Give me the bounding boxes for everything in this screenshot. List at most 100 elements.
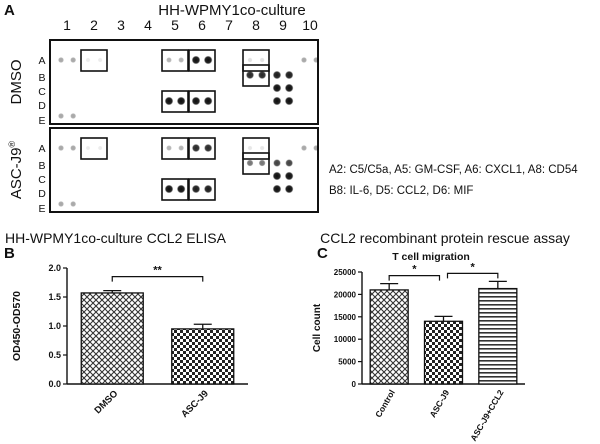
- spot-A1: [58, 57, 64, 63]
- spot-D5: [176, 96, 186, 106]
- blot-ascj9-spots: [58, 143, 320, 207]
- blot-dmso-boxes: [80, 49, 270, 113]
- spot-D6: [203, 184, 213, 194]
- spot-A2: [85, 145, 91, 151]
- spot-A6: [191, 55, 201, 65]
- blot-ascj9-frame: [49, 127, 319, 213]
- column-label-8: 8: [252, 17, 260, 33]
- highlight-box-A2: [80, 49, 108, 72]
- y-tick-label: 10000: [334, 335, 357, 344]
- row-label-A: A: [38, 143, 45, 155]
- spot-A8: [259, 57, 265, 63]
- y-tick-label: 25000: [334, 268, 357, 277]
- spot-A8: [247, 145, 253, 151]
- x-tick-label: ASC-J9: [179, 388, 211, 420]
- spot-A10: [313, 145, 320, 151]
- spot-C9: [272, 171, 282, 181]
- blot-ascj9-condition: ASC-J9®: [7, 140, 25, 199]
- column-label-10: 10: [302, 17, 318, 33]
- significance-label: *: [471, 261, 476, 273]
- spot-E1: [70, 201, 77, 207]
- bar-asc-j9: [423, 320, 464, 385]
- spot-B9: [284, 70, 294, 80]
- row-label-B: B: [38, 160, 45, 172]
- column-label-5: 5: [171, 17, 179, 33]
- row-label-B: B: [38, 72, 45, 84]
- spot-D6: [191, 96, 201, 106]
- spot-A10: [313, 57, 320, 63]
- spot-B9: [272, 70, 282, 80]
- spot-A6: [204, 143, 213, 153]
- panel-a-label: A: [4, 2, 15, 19]
- highlight-box-A6: [188, 49, 216, 72]
- spot-A5: [166, 145, 172, 151]
- spot-C9: [284, 83, 294, 93]
- highlight-box-D6: [188, 178, 216, 201]
- column-label-2: 2: [90, 17, 98, 33]
- spot-D9: [272, 184, 282, 194]
- highlight-box-A2: [80, 137, 108, 160]
- highlight-box-A8: [242, 137, 270, 160]
- spot-B8: [258, 159, 266, 167]
- y-tick-label: 15000: [334, 313, 357, 322]
- column-label-3: 3: [117, 17, 125, 33]
- spot-E1: [70, 113, 77, 119]
- chart-c: 0 5000 10000 15000 20000 25000 Cell count Contr…: [312, 261, 525, 443]
- spot-E1: [58, 113, 64, 119]
- spot-B8: [246, 159, 254, 167]
- legend-line-2: B8: IL-6, D5: CCL2, D6: MIF: [329, 185, 473, 197]
- spot-B8: [258, 70, 267, 80]
- spot-A10: [301, 145, 307, 151]
- spot-D6: [191, 184, 201, 194]
- highlight-box-A5: [161, 137, 189, 160]
- spot-A5: [178, 145, 185, 151]
- panel-c-title: CCL2 recombinant protein rescue assay: [320, 230, 570, 246]
- y-tick-label: 5000: [338, 358, 356, 367]
- panel-c-subtitle: T cell migration: [392, 251, 470, 263]
- bar-control: [369, 289, 409, 385]
- spot-A1: [70, 57, 77, 63]
- panel-b-title: HH-WPMY1co-culture CCL2 ELISA: [5, 230, 227, 246]
- column-label-4: 4: [144, 17, 152, 33]
- spot-D5: [164, 184, 174, 194]
- spot-D5: [176, 184, 186, 194]
- highlight-box-D5: [161, 178, 189, 201]
- significance-label: **: [153, 265, 162, 277]
- highlight-box-D5: [161, 90, 189, 113]
- spot-A6: [203, 55, 213, 65]
- spot-A5: [178, 57, 185, 63]
- spot-A2: [97, 57, 103, 63]
- column-label-6: 6: [198, 17, 206, 33]
- highlight-box-A5: [161, 49, 189, 72]
- row-label-D: D: [38, 188, 46, 200]
- spot-A1: [58, 145, 64, 151]
- column-label-9: 9: [279, 17, 287, 33]
- highlight-box-A6: [188, 137, 216, 160]
- spot-D9: [284, 184, 294, 194]
- spot-C9: [272, 83, 282, 93]
- spot-D5: [164, 96, 174, 106]
- spot-A8: [247, 57, 253, 63]
- column-label-7: 7: [225, 17, 233, 33]
- highlight-box-B8: [242, 152, 270, 175]
- row-label-C: C: [38, 86, 46, 98]
- highlight-box-D6: [188, 90, 216, 113]
- column-labels: 1 2 3 4 5 6 7 8 9 10: [63, 17, 318, 33]
- spot-D6: [203, 96, 213, 106]
- panel-a-title: HH-WPMY1co-culture: [158, 2, 306, 19]
- spot-D9: [284, 96, 294, 106]
- bar-asc-j9: [171, 328, 235, 385]
- spot-A6: [191, 143, 201, 153]
- column-label-1: 1: [63, 17, 71, 33]
- registered-mark: ®: [7, 140, 17, 147]
- spot-B9: [273, 159, 281, 167]
- highlight-box-B8: [242, 64, 270, 87]
- y-tick-label: 0.0: [48, 379, 61, 389]
- x-tick-label: DMSO: [92, 388, 120, 416]
- spot-A1: [70, 145, 77, 151]
- spot-D9: [272, 96, 282, 106]
